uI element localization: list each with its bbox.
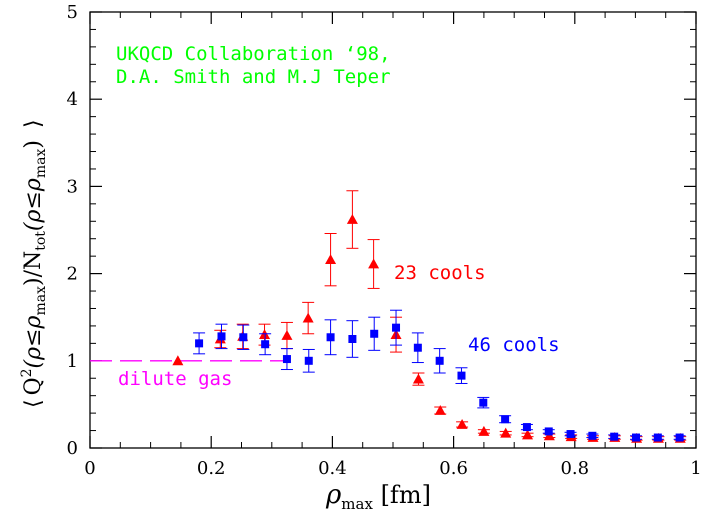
triangle-marker — [522, 429, 534, 440]
y-tick-label: 3 — [67, 176, 78, 197]
triangle-marker — [412, 373, 424, 384]
square-marker — [457, 371, 466, 380]
y-label-q: Q — [21, 377, 46, 395]
triangle-marker — [456, 418, 468, 429]
y-label-n: N — [21, 251, 46, 270]
square-marker — [217, 332, 226, 341]
square-marker — [304, 356, 313, 365]
title-line-2: D.A. Smith and M.J Teper — [116, 66, 391, 88]
x-tick-label: 0.4 — [318, 458, 347, 479]
triangle-marker — [346, 214, 358, 224]
y-label-sub2: tot — [33, 231, 49, 251]
triangle-marker — [500, 427, 512, 438]
axis-ticks: 0 0.2 0.4 0.6 0.8 1 0 1 2 3 4 5 — [67, 2, 702, 479]
triangle-marker — [434, 405, 446, 415]
x-tick-label: 0.2 — [197, 458, 226, 479]
series-23-cools — [172, 190, 687, 443]
y-tick-label: 1 — [67, 351, 78, 372]
square-marker — [610, 432, 619, 441]
x-tick-label: 0 — [84, 458, 95, 479]
y-label-end: ⟩ — [21, 119, 46, 128]
y-label-arg2: (ρ≤ρ — [21, 178, 46, 231]
y-axis-label: ⟨Q2(ρ≤ρmax)/Ntot(ρ≤ρmax)⟩ — [19, 119, 49, 408]
square-marker — [501, 415, 510, 424]
square-marker — [282, 355, 291, 364]
x-axis-label: ρmax [fm] — [325, 480, 431, 513]
series-label-46-cools: 46 cools — [468, 334, 560, 356]
square-marker — [326, 333, 335, 342]
square-marker — [479, 398, 488, 407]
x-axis-label-sub: max — [341, 495, 373, 513]
square-marker — [413, 343, 422, 352]
square-marker — [392, 323, 401, 332]
square-marker — [632, 433, 641, 442]
triangle-marker — [281, 330, 293, 340]
y-tick-label: 0 — [67, 438, 78, 459]
x-tick-label: 0.8 — [560, 458, 589, 479]
square-marker — [544, 427, 553, 436]
x-tick-label: 0.6 — [439, 458, 468, 479]
y-label-arg1: (ρ≤ρ — [21, 315, 46, 368]
y-label-sub1: max — [33, 286, 49, 316]
square-marker — [261, 340, 270, 349]
y-label-close2: ) — [21, 140, 46, 149]
triangle-marker — [325, 254, 337, 265]
y-tick-label: 2 — [67, 264, 78, 285]
x-axis-label-unit: [fm] — [373, 481, 431, 509]
triangle-marker — [172, 355, 184, 366]
square-marker — [653, 433, 662, 442]
y-tick-label: 5 — [67, 2, 78, 23]
series-46-cools — [193, 309, 686, 442]
triangle-marker — [478, 425, 490, 436]
triangle-marker — [368, 258, 380, 269]
square-marker — [588, 431, 597, 440]
square-marker — [675, 433, 684, 442]
title-line-1: UKQCD Collaboration ‘98, — [116, 43, 391, 65]
triangle-marker — [302, 312, 314, 323]
y-label-close1: ) — [21, 277, 46, 286]
square-marker — [348, 335, 357, 343]
dilute-gas-label: dilute gas — [118, 368, 232, 390]
x-tick-label: 1 — [690, 458, 701, 479]
square-marker — [435, 356, 444, 365]
series-layer — [172, 190, 687, 443]
y-tick-label: 4 — [67, 89, 78, 110]
chart-title: UKQCD Collaboration ‘98, D.A. Smith and … — [116, 43, 391, 88]
y-label-open: ⟨ — [21, 399, 46, 408]
square-marker — [239, 333, 248, 342]
square-marker — [195, 339, 204, 348]
square-marker — [522, 423, 531, 432]
y-label-sub3: max — [33, 149, 49, 179]
y-label-slash: / — [21, 269, 46, 277]
series-label-23-cools: 23 cools — [394, 262, 486, 284]
y-label-exp: 2 — [19, 368, 35, 377]
square-marker — [566, 430, 575, 439]
square-marker — [370, 329, 379, 338]
x-axis-label-main: ρ — [325, 480, 342, 510]
